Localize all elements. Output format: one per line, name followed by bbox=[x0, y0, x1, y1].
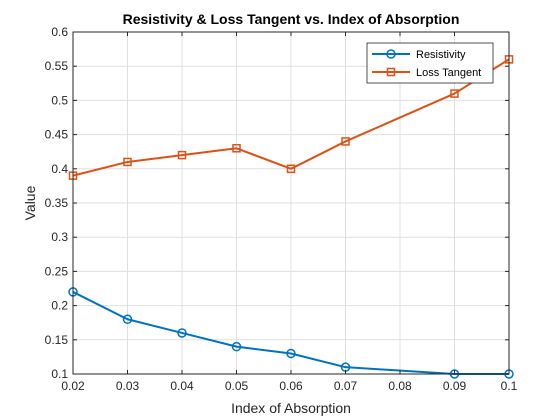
x-tick-label: 0.08 bbox=[388, 379, 412, 393]
y-tick-label: 0.25 bbox=[45, 264, 69, 278]
resistivity-point bbox=[177, 328, 187, 338]
loss-tangent-point bbox=[123, 157, 132, 167]
legend-box bbox=[366, 42, 494, 84]
x-tick-label: 0.1 bbox=[501, 379, 518, 393]
x-tick-label: 0.04 bbox=[170, 379, 194, 393]
grid bbox=[72, 31, 510, 375]
legend-label: Loss Tangent bbox=[416, 67, 481, 79]
y-tick-label: 0.4 bbox=[51, 162, 68, 176]
loss-tangent-point bbox=[450, 89, 459, 98]
loss-tangent-point bbox=[286, 164, 296, 174]
loss-tangent-line bbox=[72, 58, 510, 177]
chart-title: Resistivity & Loss Tangent vs. Index of … bbox=[123, 11, 460, 27]
resistivity-point bbox=[122, 314, 133, 325]
y-tick-label: 0.45 bbox=[45, 128, 69, 142]
x-tick-label: 0.03 bbox=[116, 379, 140, 393]
series-layer bbox=[68, 55, 514, 379]
legend: Resistivity Loss Tangent bbox=[366, 42, 494, 84]
x-tick-label: 0.02 bbox=[61, 379, 85, 393]
resistivity-point bbox=[286, 348, 296, 359]
y-tick-label: 0.55 bbox=[45, 59, 69, 73]
legend-item-loss-tangent: Loss Tangent bbox=[372, 67, 481, 79]
x-axis-title: Index of Absorption bbox=[231, 400, 351, 416]
y-tick-label: 0.35 bbox=[45, 196, 69, 210]
loss-tangent-point bbox=[232, 144, 241, 153]
loss-tangent-point bbox=[177, 150, 187, 160]
legend-label: Resistivity bbox=[416, 49, 466, 61]
x-tick-label: 0.09 bbox=[443, 379, 467, 393]
y-axis-title: Value bbox=[22, 185, 38, 220]
x-tick-label: 0.07 bbox=[334, 379, 358, 393]
y-tick-label: 0.2 bbox=[51, 299, 68, 313]
y-tick-label: 0.5 bbox=[51, 93, 68, 107]
legend-swatch-marker bbox=[386, 49, 396, 59]
y-tick-label: 0.3 bbox=[51, 230, 68, 244]
ticks: 0.02 0.03 0.04 0.05 0.06 0.07 0.08 0.09 0.1 0.1 0.… bbox=[45, 25, 518, 393]
y-tick-label: 0.6 bbox=[51, 25, 68, 39]
loss-tangent-point bbox=[341, 137, 350, 146]
x-tick-label: 0.06 bbox=[279, 379, 303, 393]
resistivity-line bbox=[72, 291, 509, 375]
y-tick-label: 0.15 bbox=[45, 333, 69, 347]
x-tick-label: 0.05 bbox=[225, 379, 249, 393]
resistivity-point bbox=[231, 341, 242, 352]
legend-swatch-marker bbox=[386, 67, 396, 77]
legend-item-resistivity: Resistivity bbox=[372, 49, 466, 61]
y-tick-label: 0.1 bbox=[51, 367, 68, 381]
series-loss-tangent bbox=[68, 55, 514, 180]
